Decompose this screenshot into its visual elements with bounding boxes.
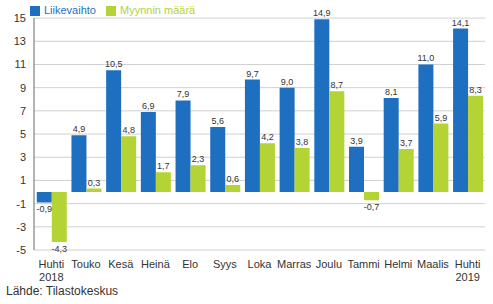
svg-text:-1: -1 [16, 198, 26, 210]
svg-text:Kesä: Kesä [108, 258, 134, 270]
svg-text:8,1: 8,1 [385, 87, 398, 97]
svg-text:3,8: 3,8 [296, 137, 309, 147]
svg-text:7,9: 7,9 [177, 89, 190, 99]
svg-text:3,7: 3,7 [400, 138, 413, 148]
svg-text:13: 13 [14, 35, 26, 47]
svg-text:9: 9 [20, 82, 26, 94]
html-text:Myynnin määrä: Myynnin määrä [120, 4, 196, 16]
svg-text:5,9: 5,9 [435, 113, 448, 123]
svg-text:-5: -5 [16, 244, 26, 256]
svg-text:Huhti2019: Huhti2019 [455, 258, 481, 282]
svg-text:7: 7 [20, 105, 26, 117]
svg-text:Loka: Loka [248, 258, 273, 270]
svg-text:10,5: 10,5 [105, 59, 123, 69]
html-text:Lähde: Tilastokeskus: Lähde: Tilastokeskus [6, 284, 119, 298]
svg-text:Marras: Marras [277, 258, 312, 270]
svg-text:-0,9: -0,9 [37, 204, 53, 214]
svg-text:-4,3: -4,3 [52, 244, 68, 254]
svg-text:-3: -3 [16, 221, 26, 233]
svg-text:6,9: 6,9 [142, 101, 155, 111]
svg-text:14,1: 14,1 [452, 18, 470, 28]
svg-text:Maalis: Maalis [417, 258, 449, 270]
svg-text:Touko: Touko [71, 258, 100, 270]
svg-text:9,0: 9,0 [281, 77, 294, 87]
svg-text:4,8: 4,8 [122, 125, 135, 135]
svg-text:Helmi: Helmi [384, 258, 412, 270]
svg-text:15: 15 [14, 12, 26, 24]
svg-text:14,9: 14,9 [313, 8, 331, 18]
svg-text:11: 11 [15, 58, 26, 70]
svg-text:4,9: 4,9 [73, 124, 86, 134]
svg-text:-0,7: -0,7 [364, 202, 380, 212]
html-text:Liikevaihto: Liikevaihto [44, 4, 96, 16]
svg-text:11,0: 11,0 [417, 53, 434, 63]
svg-text:8,3: 8,3 [469, 85, 482, 95]
svg-text:2,3: 2,3 [192, 154, 205, 164]
svg-text:Heinä: Heinä [141, 258, 171, 270]
svg-text:4,2: 4,2 [261, 132, 274, 142]
svg-text:Joulu: Joulu [316, 258, 342, 270]
svg-text:3,9: 3,9 [350, 136, 363, 146]
svg-text:8,7: 8,7 [331, 80, 344, 90]
svg-text:1,7: 1,7 [157, 161, 170, 171]
svg-text:0,6: 0,6 [226, 174, 239, 184]
svg-text:5: 5 [20, 128, 26, 140]
svg-text:5,6: 5,6 [211, 116, 224, 126]
svg-text:Elo: Elo [182, 258, 198, 270]
svg-text:Tammi: Tammi [347, 258, 379, 270]
svg-text:3: 3 [20, 151, 26, 163]
svg-text:Syys: Syys [213, 258, 237, 270]
svg-text:1: 1 [20, 174, 26, 186]
svg-text:9,7: 9,7 [246, 69, 259, 79]
svg-text:0,3: 0,3 [88, 178, 101, 188]
svg-text:Huhti2018: Huhti2018 [39, 258, 65, 282]
